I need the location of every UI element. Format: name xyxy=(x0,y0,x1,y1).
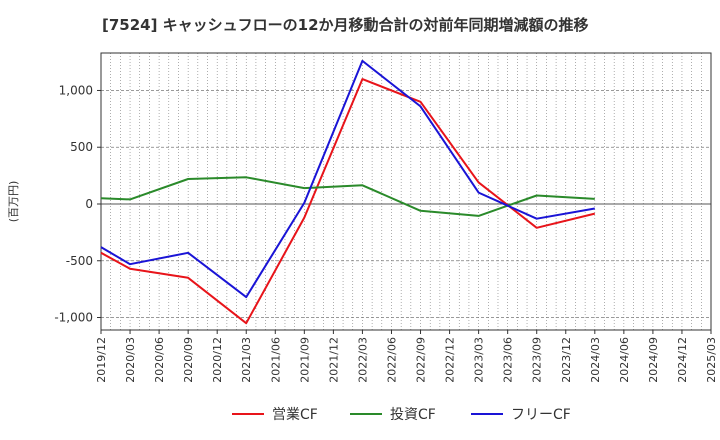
x-tick-label: 2024/03 xyxy=(589,337,602,383)
x-tick-label: 2024/09 xyxy=(647,337,660,383)
x-tick-label: 2023/06 xyxy=(502,337,515,383)
x-tick-label: 2021/03 xyxy=(240,337,253,383)
series-line xyxy=(100,59,595,299)
x-tick-label: 2024/12 xyxy=(676,337,689,383)
chart-title: [7524] キャッシュフローの12か月移動合計の対前年同期増減額の推移 xyxy=(102,16,589,34)
x-tick-label: 2024/06 xyxy=(618,337,631,383)
legend: 営業CF 投資CF フリーCF xyxy=(232,407,571,423)
x-tick-label: 2023/12 xyxy=(560,337,573,383)
x-tick-label: 2022/12 xyxy=(444,337,457,383)
x-tick-label: 2022/03 xyxy=(356,337,369,383)
grid xyxy=(100,53,712,330)
y-tick-label: 500 xyxy=(70,140,93,154)
x-tick-label: 2021/12 xyxy=(327,337,340,383)
x-tick-label: 2021/09 xyxy=(298,337,311,383)
x-tick-label: 2023/09 xyxy=(531,337,544,383)
y-axis-label: (百万円) xyxy=(7,181,20,223)
y-tick-label: 0 xyxy=(85,197,93,211)
x-tick-label: 2025/03 xyxy=(705,337,718,383)
axes: -1,000 -500 0 500 1,000 (百万円) 2019/12 2020/03 20… xyxy=(7,52,718,383)
plot-frame xyxy=(100,52,712,331)
legend-label: 投資CF xyxy=(390,407,436,423)
x-tick-label: 2020/12 xyxy=(211,337,224,383)
y-tick-label: 1,000 xyxy=(59,83,93,97)
y-tick-label: -1,000 xyxy=(54,311,93,325)
x-tick-label: 2021/06 xyxy=(269,337,282,383)
x-tick-label: 2022/09 xyxy=(415,337,428,383)
series-lines xyxy=(100,59,596,325)
plot-area xyxy=(101,53,711,330)
y-tick-label: -500 xyxy=(66,254,93,268)
x-tick-label: 2023/03 xyxy=(473,337,486,383)
legend-label: 営業CF xyxy=(272,407,318,423)
legend-label: フリーCF xyxy=(511,407,571,423)
x-tick-label: 2022/06 xyxy=(385,337,398,383)
x-tick-label: 2020/03 xyxy=(124,337,137,383)
x-tick-label: 2020/06 xyxy=(153,337,166,383)
x-tick-label: 2020/09 xyxy=(182,337,195,383)
x-tick-label: 2019/12 xyxy=(95,337,108,383)
